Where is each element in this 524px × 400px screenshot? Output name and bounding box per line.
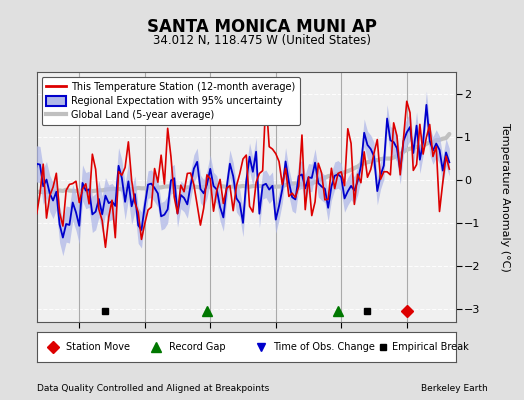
Text: Time of Obs. Change: Time of Obs. Change (272, 342, 375, 352)
Text: 34.012 N, 118.475 W (United States): 34.012 N, 118.475 W (United States) (153, 34, 371, 47)
Text: SANTA MONICA MUNI AP: SANTA MONICA MUNI AP (147, 18, 377, 36)
Text: Data Quality Controlled and Aligned at Breakpoints: Data Quality Controlled and Aligned at B… (37, 384, 269, 393)
Text: Empirical Break: Empirical Break (392, 342, 469, 352)
Y-axis label: Temperature Anomaly (°C): Temperature Anomaly (°C) (500, 123, 510, 271)
Text: Record Gap: Record Gap (169, 342, 225, 352)
Text: Station Move: Station Move (66, 342, 130, 352)
Text: Berkeley Earth: Berkeley Earth (421, 384, 487, 393)
Legend: This Temperature Station (12-month average), Regional Expectation with 95% uncer: This Temperature Station (12-month avera… (41, 77, 300, 125)
